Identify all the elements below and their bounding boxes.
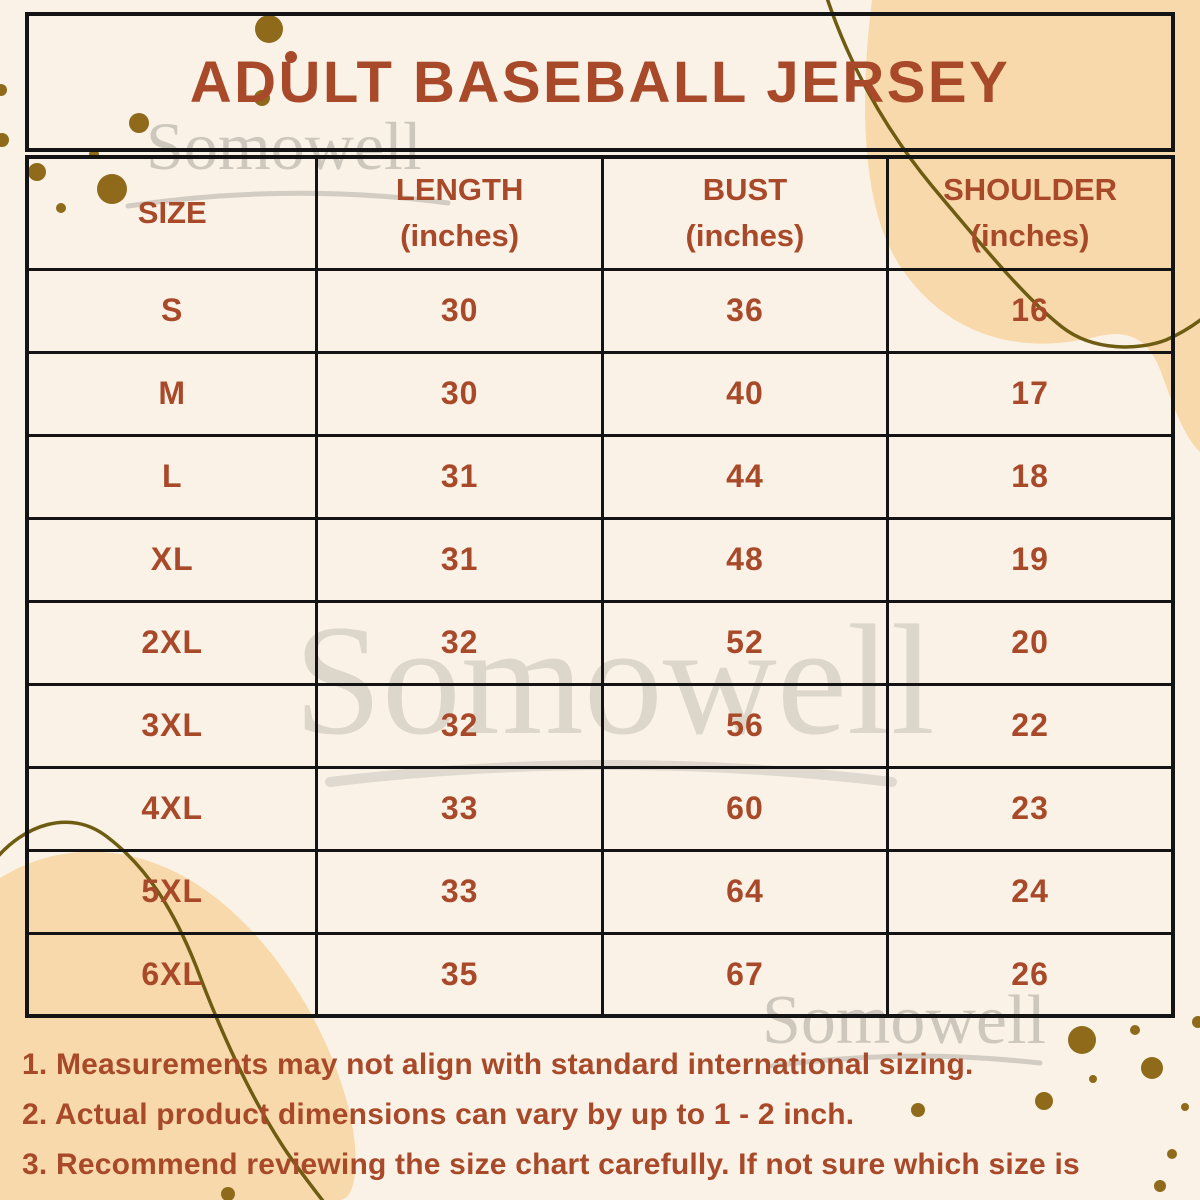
note-line-3: 3. Recommend reviewing the size chart ca… bbox=[22, 1148, 1080, 1200]
note-line-1: 1. Measurements may not align with stand… bbox=[22, 1048, 974, 1081]
size-cell: M bbox=[25, 350, 319, 437]
shoulder-cell: 18 bbox=[886, 433, 1175, 520]
length-cell: 33 bbox=[315, 848, 604, 935]
size-cell: 6XL bbox=[25, 931, 319, 1018]
size-cell: L bbox=[25, 433, 319, 520]
notes-section: 1. Measurements may not align with stand… bbox=[22, 1040, 1150, 1200]
header-row: SIZE LENGTH (inches) BUST (inches) SHOULDE… bbox=[25, 155, 1175, 271]
size-cell: 3XL bbox=[25, 682, 319, 769]
size-table-header: SIZE LENGTH (inches) BUST (inches) SHOULDE… bbox=[25, 155, 1175, 271]
col-header-length: LENGTH (inches) bbox=[315, 155, 604, 271]
table-row-5xl: 5XL 33 64 24 bbox=[25, 848, 1175, 935]
shoulder-cell: 24 bbox=[886, 848, 1175, 935]
col-sublabel: (inches) bbox=[685, 218, 805, 254]
col-sublabel: (inches) bbox=[400, 218, 520, 254]
table-row-3xl: 3XL 32 56 22 bbox=[25, 682, 1175, 769]
size-table: SIZE LENGTH (inches) BUST (inches) SHOULDE… bbox=[25, 155, 1175, 1018]
bust-cell: 60 bbox=[600, 765, 890, 852]
length-cell: 31 bbox=[315, 516, 604, 603]
length-cell: 30 bbox=[315, 350, 604, 437]
table-row-4xl: 4XL 33 60 23 bbox=[25, 765, 1175, 852]
length-cell: 33 bbox=[315, 765, 604, 852]
length-cell: 32 bbox=[315, 682, 604, 769]
bust-cell: 40 bbox=[600, 350, 890, 437]
table-row-xl: XL 31 48 19 bbox=[25, 516, 1175, 603]
col-label: SIZE bbox=[137, 195, 207, 230]
col-header-bust: BUST (inches) bbox=[600, 155, 890, 271]
bust-cell: 64 bbox=[600, 848, 890, 935]
shoulder-cell: 23 bbox=[886, 765, 1175, 852]
col-sublabel: (inches) bbox=[970, 218, 1090, 254]
shoulder-cell: 26 bbox=[886, 931, 1175, 1018]
shoulder-cell: 22 bbox=[886, 682, 1175, 769]
col-label: SHOULDER bbox=[943, 171, 1118, 207]
table-row-2xl: 2XL 32 52 20 bbox=[25, 599, 1175, 686]
table-row-s: S 30 36 16 bbox=[25, 267, 1175, 354]
col-label: LENGTH bbox=[395, 171, 524, 207]
page-title: ADULT BASEBALL JERSEY bbox=[189, 49, 1011, 115]
length-cell: 32 bbox=[315, 599, 604, 686]
size-cell: 2XL bbox=[25, 599, 319, 686]
col-label: BUST bbox=[702, 171, 788, 207]
bust-cell: 56 bbox=[600, 682, 890, 769]
bust-cell: 67 bbox=[600, 931, 890, 1018]
bust-cell: 36 bbox=[600, 267, 890, 354]
bust-cell: 48 bbox=[600, 516, 890, 603]
size-table-body: S 30 36 16 M 30 40 17 L 31 44 18 XL 31 4… bbox=[25, 267, 1175, 1018]
title-box: ADULT BASEBALL JERSEY bbox=[25, 12, 1175, 152]
length-cell: 35 bbox=[315, 931, 604, 1018]
length-cell: 30 bbox=[315, 267, 604, 354]
shoulder-cell: 20 bbox=[886, 599, 1175, 686]
table-row-l: L 31 44 18 bbox=[25, 433, 1175, 520]
table-row-6xl: 6XL 35 67 26 bbox=[25, 931, 1175, 1018]
note-line-2: 2. Actual product dimensions can vary by… bbox=[22, 1098, 855, 1131]
shoulder-cell: 16 bbox=[886, 267, 1175, 354]
shoulder-cell: 17 bbox=[886, 350, 1175, 437]
size-cell: XL bbox=[25, 516, 319, 603]
size-cell: 5XL bbox=[25, 848, 319, 935]
size-cell: S bbox=[25, 267, 319, 354]
shoulder-cell: 19 bbox=[886, 516, 1175, 603]
bust-cell: 44 bbox=[600, 433, 890, 520]
size-cell: 4XL bbox=[25, 765, 319, 852]
table-row-m: M 30 40 17 bbox=[25, 350, 1175, 437]
col-header-shoulder: SHOULDER (inches) bbox=[886, 155, 1175, 271]
col-header-size: SIZE bbox=[25, 155, 319, 271]
length-cell: 31 bbox=[315, 433, 604, 520]
bust-cell: 52 bbox=[600, 599, 890, 686]
